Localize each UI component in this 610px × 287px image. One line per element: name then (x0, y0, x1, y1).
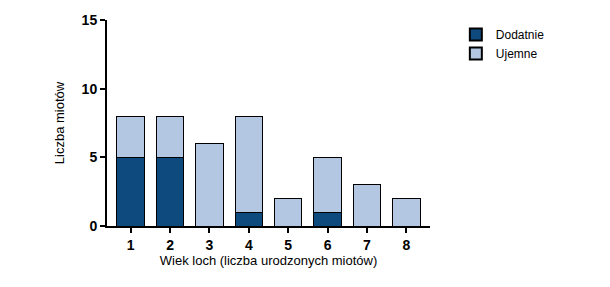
svg-text:Liczba miotów: Liczba miotów (52, 81, 67, 164)
svg-text:Ujemne: Ujemne (496, 47, 538, 61)
svg-text:0: 0 (89, 218, 97, 234)
svg-text:15: 15 (82, 12, 98, 28)
svg-text:2: 2 (166, 237, 174, 253)
svg-text:5: 5 (284, 237, 292, 253)
svg-text:Dodatnie: Dodatnie (496, 28, 544, 42)
svg-text:10: 10 (82, 81, 98, 97)
svg-text:5: 5 (89, 149, 97, 165)
svg-text:Wiek loch (liczba urodzonych m: Wiek loch (liczba urodzonych miotów) (160, 253, 377, 268)
svg-text:6: 6 (324, 237, 332, 253)
svg-text:8: 8 (402, 237, 410, 253)
svg-text:3: 3 (206, 237, 214, 253)
svg-text:7: 7 (363, 237, 371, 253)
svg-text:1: 1 (127, 237, 135, 253)
svg-text:4: 4 (245, 237, 253, 253)
